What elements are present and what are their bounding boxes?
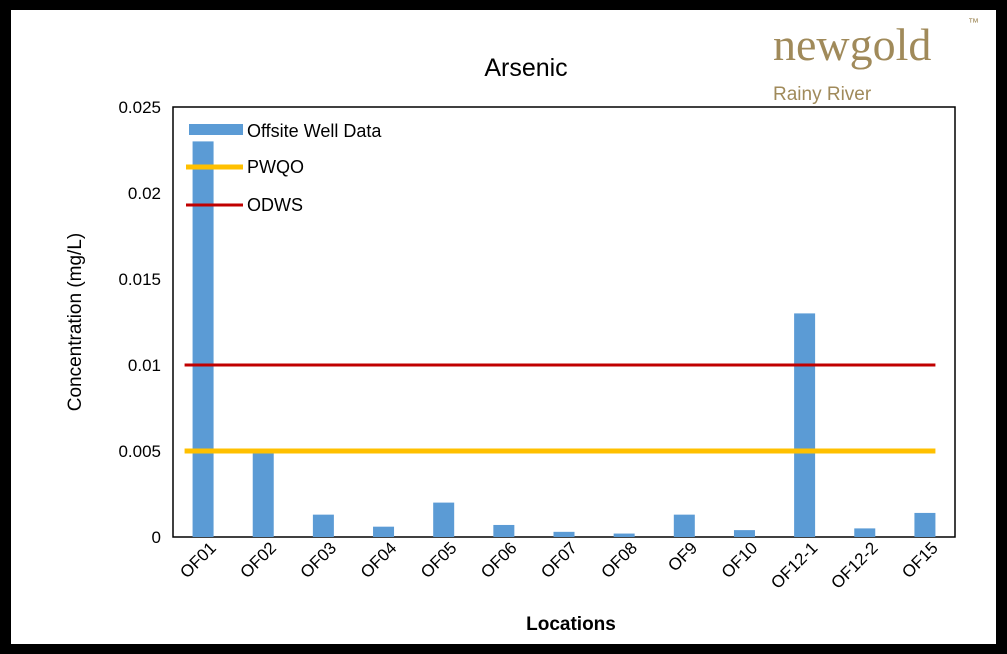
- x-tick-label: OF02: [237, 538, 281, 582]
- y-tick-label: 0.015: [118, 270, 161, 289]
- bar: [433, 502, 455, 537]
- y-axis-title: Concentration (mg/L): [65, 233, 86, 411]
- logo-subtitle: Rainy River: [773, 84, 872, 105]
- x-tick-label: OF03: [297, 538, 341, 582]
- legend-label-pwqo: PWQO: [247, 157, 304, 177]
- bar: [613, 533, 635, 537]
- y-tick-label: 0.005: [118, 442, 161, 461]
- logo-trademark: ™: [968, 17, 979, 29]
- x-tick-label: OF15: [898, 538, 942, 582]
- legend-label-offsite-well-data: Offsite Well Data: [247, 121, 382, 141]
- x-tick-label: OF9: [664, 538, 701, 575]
- reference-lines: [184, 363, 936, 454]
- bar: [373, 526, 395, 537]
- bar: [312, 514, 334, 537]
- legend: Offsite Well Data PWQO ODWS: [186, 121, 382, 215]
- y-tick-label: 0.025: [118, 98, 161, 117]
- x-tick-label: OF12-1: [767, 538, 821, 592]
- chart-frame: Arsenic newgold ™ Rainy River Concentrat…: [11, 10, 996, 644]
- x-tick-labels: OF01 OF02 OF03 OF04 OF05 OF06 OF07 OF08 OF9 OF10 O…: [176, 538, 941, 592]
- chart-svg: Arsenic newgold ™ Rainy River Concentrat…: [65, 17, 979, 635]
- x-axis-title: Locations: [526, 614, 616, 635]
- bar: [794, 313, 816, 537]
- x-tick-label: OF07: [537, 538, 581, 582]
- bar: [192, 141, 214, 537]
- logo-brand: newgold: [773, 19, 931, 70]
- bar: [252, 451, 274, 537]
- company-logo: newgold ™ Rainy River: [773, 17, 979, 105]
- x-tick-label: OF12-2: [827, 538, 881, 592]
- bar: [553, 531, 575, 537]
- x-tick-label: OF01: [176, 538, 220, 582]
- y-tick-label: 0: [152, 528, 161, 547]
- bar: [733, 530, 755, 537]
- x-tick-label: OF10: [718, 538, 762, 582]
- x-tick-label: OF05: [417, 538, 461, 582]
- y-tick-label: 0.01: [128, 356, 161, 375]
- bar: [854, 528, 876, 537]
- y-tick-label: 0.02: [128, 184, 161, 203]
- x-tick-label: OF04: [357, 538, 401, 582]
- x-tick-label: OF06: [477, 538, 521, 582]
- bar: [914, 512, 936, 537]
- legend-swatch-offsite-well-data: [189, 124, 243, 135]
- legend-label-odws: ODWS: [247, 195, 303, 215]
- bar: [493, 524, 515, 537]
- y-tick-labels: 0 0.005 0.01 0.015 0.02 0.025: [118, 98, 161, 547]
- x-tick-label: OF08: [597, 538, 641, 582]
- bar: [673, 514, 695, 537]
- bars-group: [192, 141, 936, 537]
- chart-title: Arsenic: [484, 54, 567, 82]
